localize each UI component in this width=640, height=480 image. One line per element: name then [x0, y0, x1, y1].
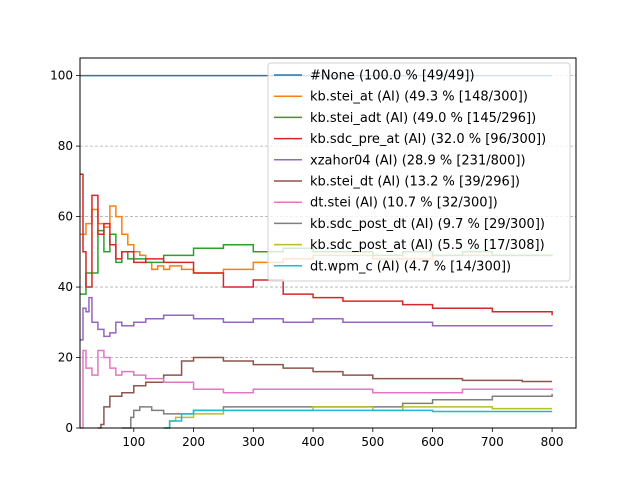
y-tick-label: 20 — [58, 351, 73, 365]
x-tick-label: 200 — [182, 435, 205, 449]
series-line-5 — [97, 356, 553, 429]
legend-entry: xzahor04 (AI) (28.9 % [231/800]) — [310, 153, 526, 168]
series-line-3 — [80, 173, 553, 316]
y-tick-label: 100 — [50, 69, 73, 83]
series-line-6 — [80, 349, 553, 429]
series-line-9 — [163, 409, 553, 429]
y-tick-label: 0 — [65, 421, 73, 435]
legend-entry: kb.stei_adt (AI) (49.0 % [145/296]) — [310, 111, 536, 126]
legend-entry: #None (100.0 % [49/49]) — [310, 69, 475, 84]
series-line-7 — [121, 393, 553, 429]
series-line-8 — [163, 406, 553, 429]
legend: #None (100.0 % [49/49]) kb.stei_at (AI) (… — [267, 62, 571, 282]
y-tick-label: 80 — [58, 139, 73, 153]
x-tick-label: 500 — [361, 435, 384, 449]
legend-entry: kb.sdc_pre_at (AI) (32.0 % [96/300]) — [310, 132, 546, 147]
x-tick-label: 300 — [242, 435, 265, 449]
x-tick-label: 700 — [481, 435, 504, 449]
x-tick-label: 800 — [541, 435, 564, 449]
y-tick-label: 40 — [58, 280, 73, 294]
legend-box — [267, 62, 571, 282]
legend-entry: kb.stei_at (AI) (49.3 % [148/300]) — [310, 90, 528, 105]
legend-entry: kb.sdc_post_at (AI) (5.5 % [17/308]) — [310, 238, 545, 253]
legend-entry: kb.sdc_post_dt (AI) (9.7 % [29/300]) — [310, 217, 545, 232]
x-tick-label: 100 — [122, 435, 145, 449]
plot-frame — [79, 57, 577, 429]
x-tick-label: 400 — [302, 435, 325, 449]
legend-entry: kb.stei_dt (AI) (13.2 % [39/296]) — [310, 175, 520, 190]
y-tick-label: 60 — [58, 210, 73, 224]
series-line-4 — [80, 296, 553, 341]
legend-entry: dt.stei (AI) (10.7 % [32/300]) — [310, 196, 498, 211]
x-tick-label: 600 — [421, 435, 444, 449]
axis-ticks: 0 20 40 60 80 100 100 200 300 400 500 600 700 800 — [50, 69, 563, 449]
legend-entry: dt.wpm_c (AI) (4.7 % [14/300]) — [310, 259, 511, 274]
